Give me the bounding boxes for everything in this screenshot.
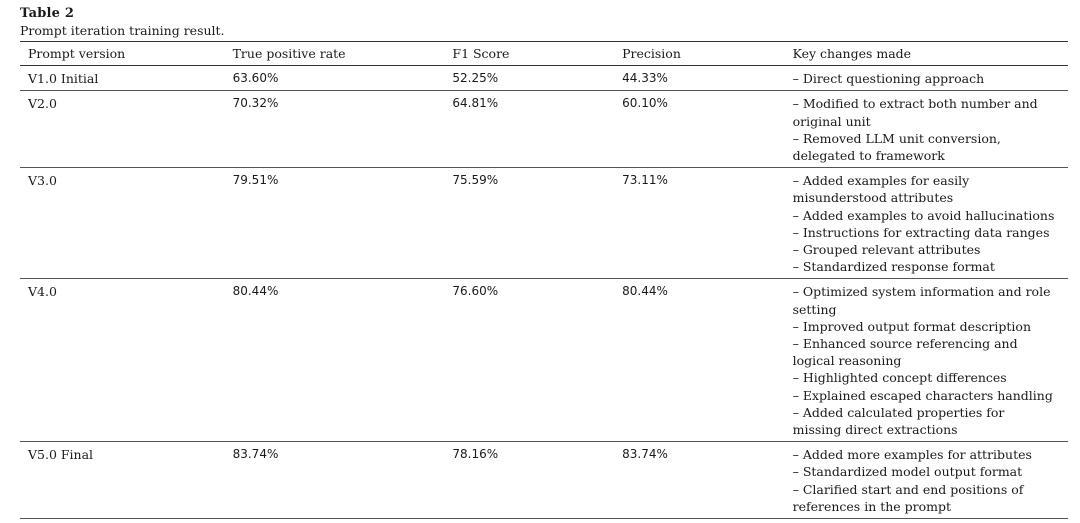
change-item: – Standardized response format: [792, 259, 995, 275]
change-item: – Modified to extract both number and or…: [792, 96, 1038, 129]
table-row: V4.0 80.44% 76.60% 80.44% – Optimized system…: [20, 279, 1068, 442]
change-item: – Improved output format description: [792, 318, 1032, 334]
cell-precision: 60.10%: [622, 96, 668, 111]
cell-precision: 73.11%: [622, 173, 668, 188]
header-prompt-version: Prompt version: [28, 46, 126, 61]
change-item: – Clarified start and end positions of r…: [792, 481, 1024, 514]
cell-prompt-version: V4.0: [28, 284, 57, 300]
cell-true-positive-rate: 63.60%: [232, 71, 279, 86]
table-body: V1.0 Initial 63.60% 52.25% 44.33% – Direct q…: [20, 66, 1068, 519]
header-precision: Precision: [622, 46, 681, 61]
cell-prompt-version: V2.0: [28, 96, 57, 112]
table-label: Table 2: [20, 6, 75, 21]
cell-key-changes: – Optimized system information and role …: [785, 279, 1068, 442]
change-item: – Added more examples for attributes: [792, 447, 1032, 463]
table-caption: Prompt iteration training result.: [20, 23, 225, 38]
header-true-positive-rate: True positive rate: [232, 46, 346, 61]
change-item: – Added examples to avoid hallucinations: [792, 207, 1055, 223]
cell-precision: 83.74%: [622, 447, 668, 462]
cell-precision: 44.33%: [622, 71, 668, 86]
change-item: – Direct questioning approach: [792, 71, 985, 87]
table-header-row: Prompt version True positive rate F1 Sco…: [20, 41, 1068, 66]
change-item: – Explained escaped characters handling: [792, 387, 1053, 403]
change-item: – Grouped relevant attributes: [792, 242, 981, 258]
change-item: – Standardized model output format: [792, 464, 1023, 480]
cell-f1-score: 75.59%: [452, 173, 499, 188]
cell-true-positive-rate: 79.51%: [232, 173, 279, 188]
results-table: Prompt version True positive rate F1 Sco…: [20, 41, 1068, 519]
table-row: V2.0 70.32% 64.81% 60.10% – Modified to extr…: [20, 91, 1068, 168]
change-item: – Enhanced source referencing and logica…: [792, 336, 1018, 369]
cell-f1-score: 64.81%: [452, 96, 499, 111]
header-key-changes: Key changes made: [792, 46, 912, 61]
change-item: – Instructions for extracting data range…: [792, 224, 1050, 240]
cell-prompt-version: V5.0 Final: [28, 447, 94, 463]
table-row: V1.0 Initial 63.60% 52.25% 44.33% – Direct q…: [20, 66, 1068, 91]
cell-key-changes: – Modified to extract both number and or…: [785, 91, 1068, 168]
cell-prompt-version: V3.0: [28, 173, 57, 189]
cell-prompt-version: V1.0 Initial: [28, 71, 99, 87]
cell-f1-score: 78.16%: [452, 447, 499, 462]
cell-true-positive-rate: 80.44%: [232, 284, 279, 299]
change-item: – Removed LLM unit conversion, delegated…: [792, 130, 1001, 164]
cell-true-positive-rate: 70.32%: [232, 96, 279, 111]
change-item: – Added calculated properties for missin…: [792, 404, 1005, 438]
cell-true-positive-rate: 83.74%: [232, 447, 279, 462]
cell-precision: 80.44%: [622, 284, 668, 299]
cell-key-changes: – Added examples for easily misunderstoo…: [785, 168, 1068, 279]
change-item: – Highlighted concept differences: [792, 370, 1007, 386]
cell-key-changes: – Direct questioning approach: [785, 66, 1068, 91]
cell-f1-score: 76.60%: [452, 284, 499, 299]
table-row: V5.0 Final 83.74% 78.16% 83.74% – Added more…: [20, 442, 1068, 519]
cell-f1-score: 52.25%: [452, 71, 499, 86]
change-item: – Optimized system information and role …: [792, 284, 1051, 317]
change-item: – Added examples for easily misunderstoo…: [792, 173, 970, 206]
table-row: V3.0 79.51% 75.59% 73.11% – Added examples f…: [20, 168, 1068, 279]
header-f1-score: F1 Score: [452, 46, 510, 61]
cell-key-changes: – Added more examples for attributes – St…: [785, 442, 1068, 519]
